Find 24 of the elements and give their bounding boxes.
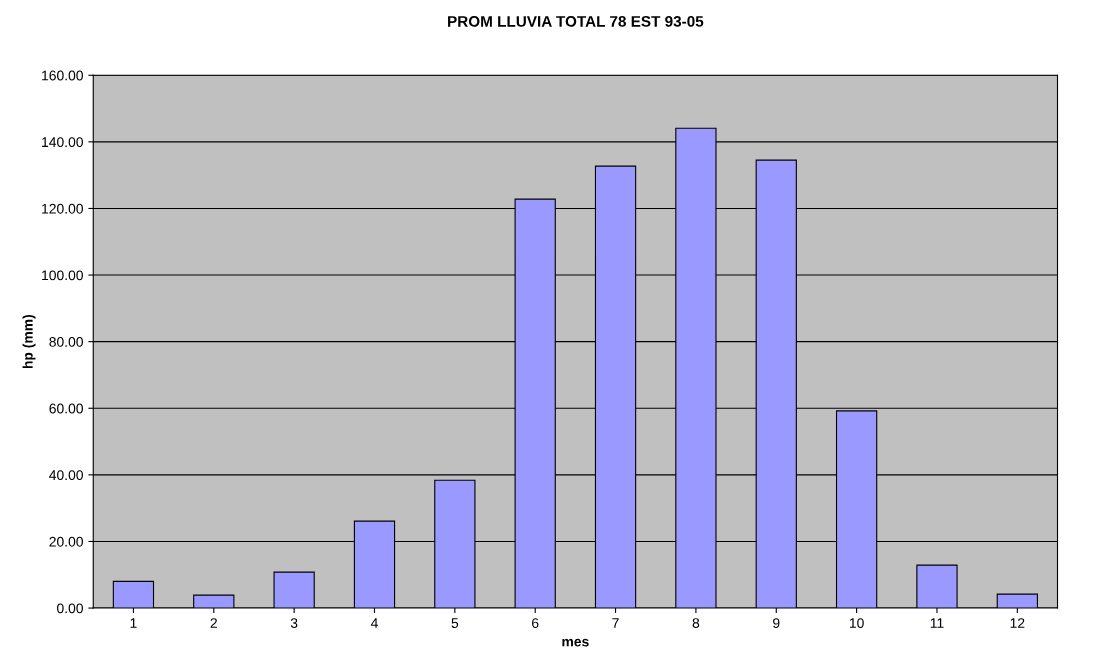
y-tick-label: 40.00 bbox=[49, 470, 83, 481]
y-tick-label: 20.00 bbox=[49, 536, 83, 547]
y-tick-label: 100.00 bbox=[42, 270, 83, 281]
x-tick-label: 10 bbox=[849, 618, 864, 628]
x-tick-label: 2 bbox=[210, 618, 217, 628]
x-tick-label: 9 bbox=[773, 618, 780, 628]
x-tick-label: 12 bbox=[1010, 618, 1025, 628]
x-tick-label: 6 bbox=[532, 618, 539, 628]
y-tick-label: 120.00 bbox=[42, 203, 83, 214]
y-tick-label: 160.00 bbox=[42, 70, 83, 81]
y-tick-label: 60.00 bbox=[49, 403, 83, 414]
x-tick-label: 7 bbox=[612, 618, 619, 628]
x-tick-label: 5 bbox=[451, 618, 459, 628]
x-tick-label: 11 bbox=[930, 618, 944, 628]
x-tick-label: 4 bbox=[370, 618, 378, 628]
chart-title: PROM LLUVIA TOTAL 78 EST 93-05 bbox=[448, 15, 704, 27]
y-tick-label: 140.00 bbox=[42, 137, 83, 148]
y-axis-title: hp (mm) bbox=[22, 314, 36, 369]
x-tick-label: 1 bbox=[130, 618, 137, 628]
x-tick-label: 3 bbox=[290, 618, 298, 628]
x-tick-label: 8 bbox=[692, 618, 700, 628]
y-tick-label: 0.00 bbox=[57, 603, 83, 614]
y-tick-label: 80.00 bbox=[49, 336, 83, 347]
x-axis-title: mes bbox=[562, 638, 589, 647]
